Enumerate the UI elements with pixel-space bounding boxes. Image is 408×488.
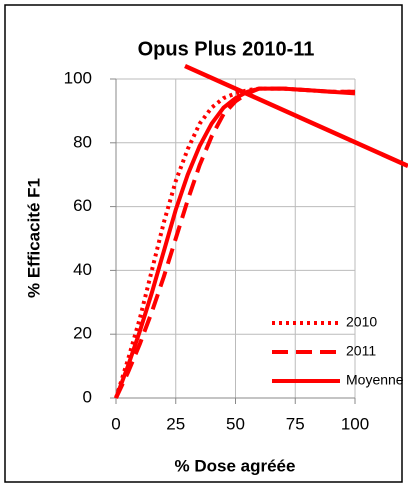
line-series: [114, 86, 355, 399]
chart-title: Opus Plus 2010-11: [138, 38, 315, 60]
x-tick-label: 75: [286, 414, 305, 433]
x-tick-label: 100: [341, 414, 369, 433]
x-axis-label: % Dose agréée: [175, 456, 296, 475]
y-tick-label: 60: [73, 196, 92, 215]
legend-label: 2011: [346, 343, 376, 359]
legend: 2010 2011 Moyenne: [272, 314, 404, 388]
y-tick-label: 100: [64, 68, 92, 87]
line-series: [114, 86, 356, 399]
legend-label: 2010: [346, 314, 377, 330]
chart-frame: [4, 4, 403, 483]
x-tick-label: 0: [111, 414, 120, 433]
y-tick-label: 0: [83, 387, 92, 406]
y-tick-label: 40: [73, 260, 92, 279]
annotation-line: [184, 63, 408, 169]
legend-label: Moyenne: [346, 372, 404, 388]
x-tick-label: 25: [166, 414, 185, 433]
plot: [114, 86, 356, 399]
y-axis-label: % Efficacité F1: [24, 178, 43, 298]
y-tick-label: 80: [73, 132, 92, 151]
x-tick-label: 50: [226, 414, 245, 433]
y-tick-label: 20: [73, 324, 92, 343]
